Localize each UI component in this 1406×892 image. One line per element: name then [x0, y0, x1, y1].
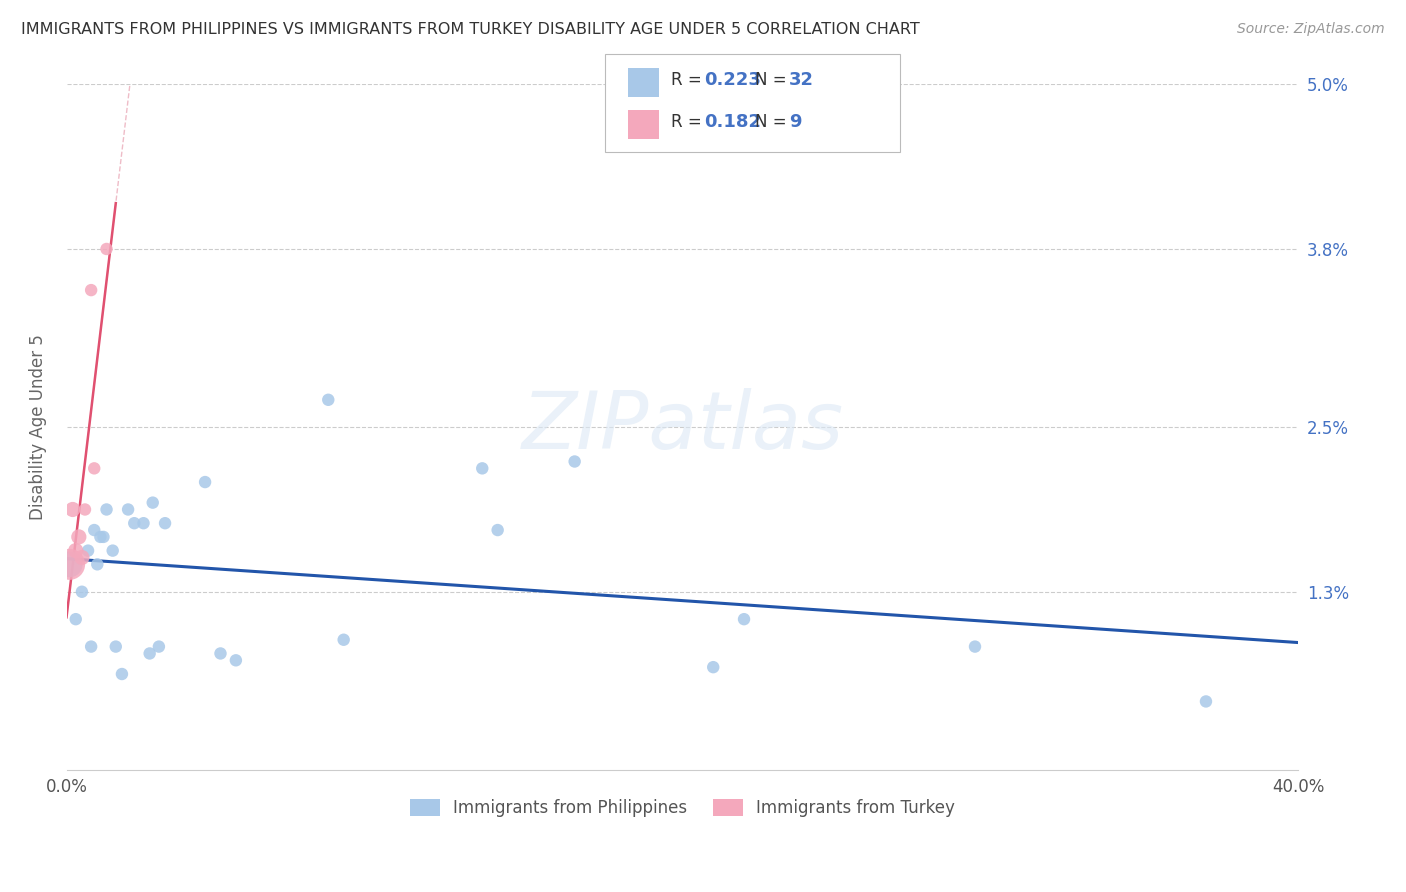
- Text: IMMIGRANTS FROM PHILIPPINES VS IMMIGRANTS FROM TURKEY DISABILITY AGE UNDER 5 COR: IMMIGRANTS FROM PHILIPPINES VS IMMIGRANT…: [21, 22, 920, 37]
- Point: [65, 543, 87, 558]
- Legend: Immigrants from Philippines, Immigrants from Turkey: Immigrants from Philippines, Immigrants …: [404, 792, 962, 823]
- Point: [142, 495, 165, 509]
- Point: [89, 530, 111, 544]
- Point: [80, 283, 103, 297]
- Point: [58, 558, 80, 572]
- Point: [194, 475, 217, 489]
- Point: [101, 543, 124, 558]
- Text: R =: R =: [671, 71, 707, 89]
- Point: [83, 461, 105, 475]
- Point: [486, 523, 509, 537]
- Text: N =: N =: [755, 71, 792, 89]
- Point: [62, 502, 84, 516]
- Point: [564, 454, 586, 468]
- Point: [67, 530, 90, 544]
- Text: ZIPatlas: ZIPatlas: [522, 388, 844, 467]
- Point: [58, 558, 80, 572]
- Point: [86, 558, 108, 572]
- Point: [80, 640, 103, 654]
- Point: [65, 612, 87, 626]
- Point: [148, 640, 170, 654]
- Text: 0.182: 0.182: [704, 113, 762, 131]
- Point: [96, 242, 118, 256]
- Text: Source: ZipAtlas.com: Source: ZipAtlas.com: [1237, 22, 1385, 37]
- Point: [209, 647, 232, 661]
- Point: [1195, 694, 1218, 708]
- Point: [122, 516, 145, 531]
- Point: [70, 550, 93, 565]
- Point: [111, 667, 134, 681]
- Point: [83, 523, 105, 537]
- Point: [96, 502, 118, 516]
- Point: [225, 653, 247, 667]
- Point: [138, 647, 160, 661]
- Text: N =: N =: [755, 113, 792, 131]
- Point: [471, 461, 494, 475]
- Text: 0.223: 0.223: [704, 71, 761, 89]
- Point: [93, 530, 115, 544]
- Point: [117, 502, 139, 516]
- Point: [316, 392, 339, 407]
- Text: 32: 32: [789, 71, 814, 89]
- Point: [77, 543, 100, 558]
- Point: [153, 516, 176, 531]
- Text: R =: R =: [671, 113, 707, 131]
- Point: [733, 612, 755, 626]
- Point: [332, 632, 354, 647]
- Point: [70, 584, 93, 599]
- Point: [963, 640, 986, 654]
- Point: [132, 516, 155, 531]
- Point: [104, 640, 127, 654]
- Y-axis label: Disability Age Under 5: Disability Age Under 5: [30, 334, 46, 520]
- Text: 9: 9: [789, 113, 801, 131]
- Point: [73, 502, 96, 516]
- Point: [702, 660, 724, 674]
